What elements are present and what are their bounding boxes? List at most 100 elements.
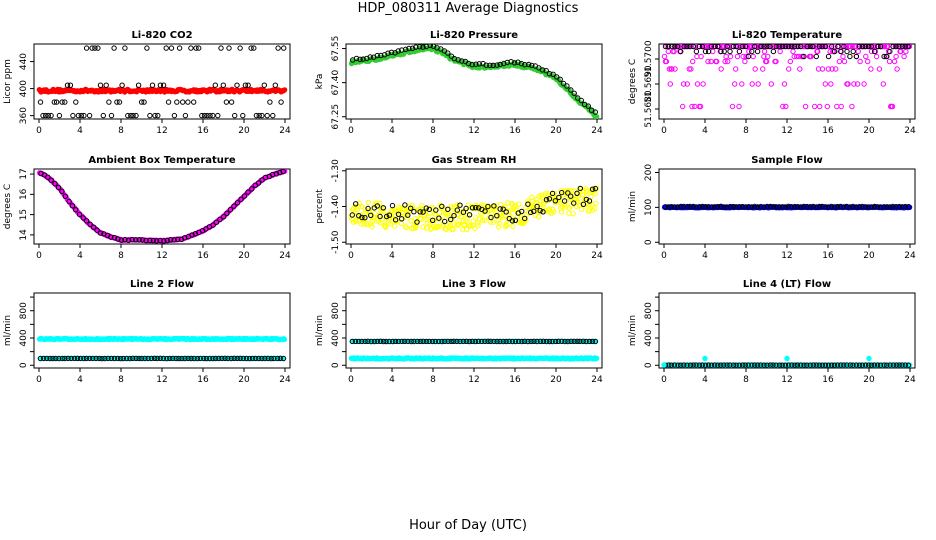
data-point: [222, 355, 228, 361]
data-point: [165, 99, 172, 105]
data-point: [552, 338, 559, 345]
data-point: [574, 193, 581, 200]
data-point: [697, 103, 704, 110]
data-point: [787, 58, 793, 65]
data-point: [267, 99, 273, 105]
data-point: [807, 362, 813, 368]
data-point: [380, 338, 387, 345]
data-point: [53, 355, 59, 362]
data-point: [133, 237, 139, 243]
y-tick-label: -1.40: [331, 195, 341, 219]
data-point: [414, 219, 420, 225]
data-point: [281, 87, 288, 93]
data-point: [567, 194, 573, 201]
data-point: [781, 81, 788, 87]
data-point: [824, 103, 830, 110]
data-point: [865, 58, 871, 65]
data-point: [277, 355, 283, 361]
data-point: [752, 44, 758, 50]
data-point: [491, 203, 497, 209]
data-point: [836, 58, 843, 65]
chart-panel: Li-820 Pressure kPa 0 4 8 12 16 20 24 67.25 67.40 6…: [315, 30, 603, 136]
data-point: [749, 204, 755, 210]
data-point: [546, 206, 552, 212]
data-point: [715, 44, 721, 50]
data-point: [87, 355, 93, 362]
data-point: [75, 112, 82, 119]
data-point: [730, 44, 737, 50]
data-point: [592, 338, 598, 345]
data-point: [37, 355, 44, 362]
data-point: [592, 191, 598, 197]
data-point: [687, 203, 693, 210]
data-point: [501, 60, 507, 67]
data-point: [74, 355, 81, 361]
data-point: [586, 207, 593, 213]
data-point: [368, 338, 374, 345]
data-point: [804, 44, 810, 50]
data-point: [549, 338, 555, 345]
data-point: [696, 204, 703, 210]
data-point: [742, 58, 748, 65]
data-point: [779, 44, 786, 50]
data-point: [724, 44, 730, 50]
y-axis-label: ml/min: [628, 315, 638, 346]
x-tick-label: 12: [156, 251, 167, 261]
data-point: [68, 355, 74, 362]
data-point: [797, 66, 803, 72]
data-point: [834, 203, 841, 210]
data-point: [245, 82, 251, 88]
data-point: [430, 217, 436, 224]
x-tick-label: 12: [156, 126, 167, 136]
data-point: [65, 355, 71, 362]
data-point: [476, 216, 483, 222]
data-point: [406, 45, 412, 52]
data-point: [578, 97, 584, 104]
y-axis-label: kPa: [315, 74, 325, 90]
data-point: [829, 44, 835, 50]
data-point: [865, 44, 872, 50]
data-point: [819, 203, 825, 210]
data-point: [736, 362, 742, 368]
data-point: [773, 58, 779, 65]
data-point: [259, 355, 265, 362]
data-point: [518, 60, 525, 67]
data-point: [749, 81, 755, 87]
data-point: [488, 338, 494, 344]
data-point: [789, 44, 795, 50]
data-point: [571, 338, 577, 344]
data-points: [661, 355, 913, 368]
data-point: [238, 196, 244, 203]
data-point: [877, 44, 884, 50]
data-point: [395, 211, 402, 218]
data-point: [708, 44, 715, 50]
data-point: [690, 203, 696, 210]
data-point: [838, 362, 844, 368]
data-point: [537, 338, 544, 344]
data-point: [171, 237, 177, 243]
data-point: [579, 206, 585, 213]
data-point: [479, 338, 485, 345]
data-point: [571, 90, 577, 97]
data-point: [383, 213, 390, 220]
data-point: [479, 212, 485, 218]
chart-panel: Line 3 Flow ml/min 0 4 8 12 16 20 24 0 400 800: [315, 279, 603, 385]
data-point: [702, 48, 709, 55]
data-point: [829, 66, 835, 72]
data-point: [837, 203, 844, 210]
data-point: [411, 209, 417, 215]
data-point: [466, 212, 473, 218]
data-point: [871, 48, 878, 55]
x-tick-label: 4: [389, 251, 395, 261]
x-tick-label: 16: [509, 375, 521, 385]
y-tick-label: 360: [19, 107, 29, 124]
y-tick-label: 14: [19, 229, 29, 241]
x-tick-label: 0: [36, 126, 42, 136]
y-tick-label: 67.55: [331, 36, 341, 62]
data-point: [76, 211, 83, 218]
data-point: [881, 204, 887, 210]
data-point: [825, 66, 832, 72]
data-point: [497, 338, 503, 345]
data-point: [758, 362, 764, 368]
data-point: [497, 61, 503, 68]
